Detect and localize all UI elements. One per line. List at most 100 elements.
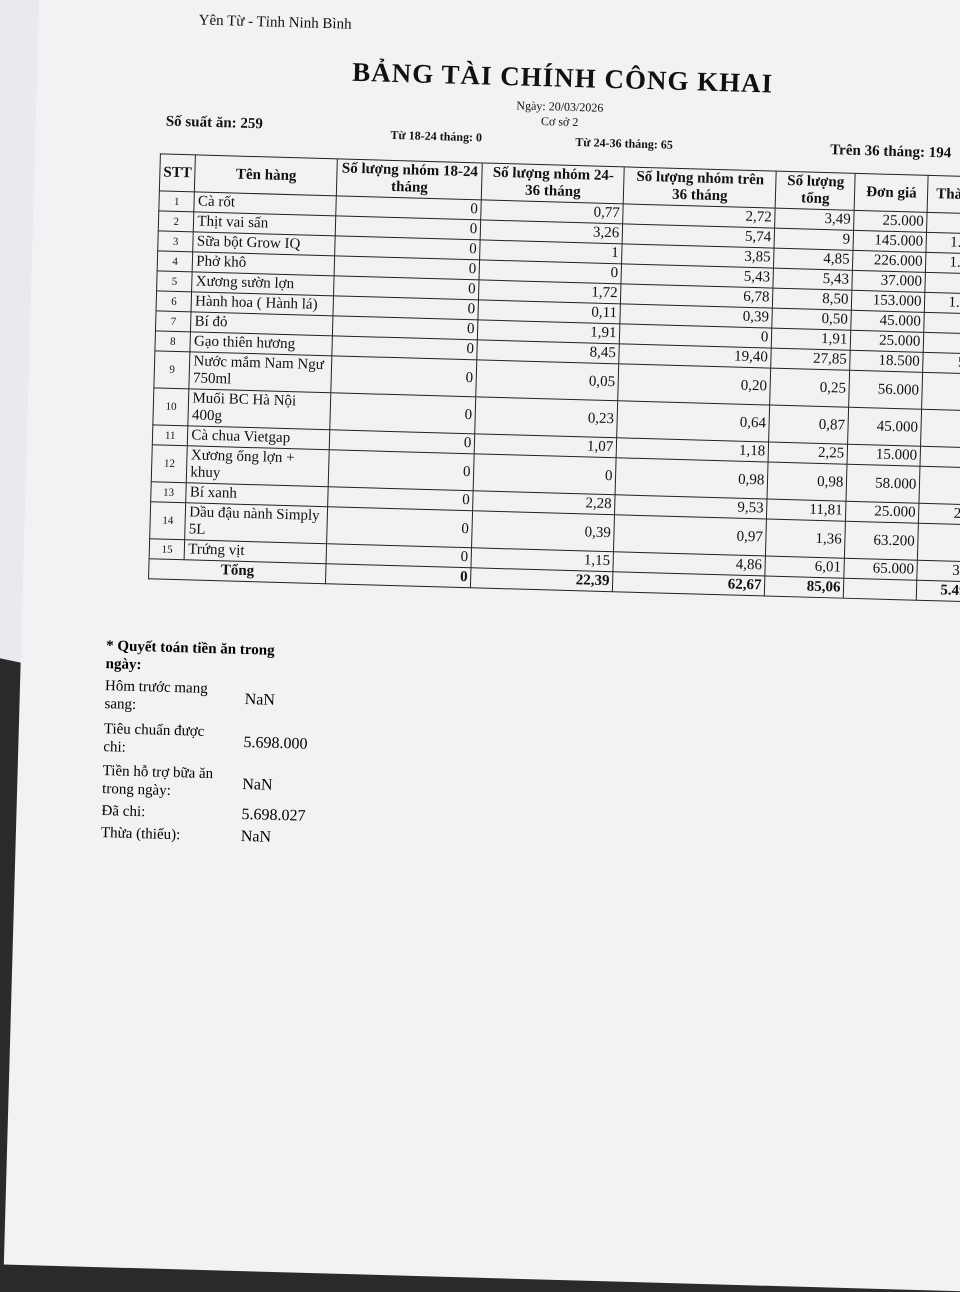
row-number: 12 xyxy=(151,444,188,483)
row-number: 3 xyxy=(157,230,194,252)
column-header: Thành tiền xyxy=(927,175,960,215)
row-number: 8 xyxy=(154,330,191,352)
cell: 25.000 xyxy=(845,501,920,524)
summary-value: 5.698.027 xyxy=(241,805,306,825)
cell: 1.305.000 xyxy=(926,232,960,255)
total-cell: 5.490.827 xyxy=(916,580,960,603)
cell: 4,85 xyxy=(773,248,854,271)
column-header: Số lượng tổng xyxy=(775,171,856,211)
cell: 85.952 xyxy=(917,523,960,563)
cell: 14.000 xyxy=(921,372,960,412)
cell: 0,39 xyxy=(471,510,615,552)
group1: Từ 18-24 tháng: 0 xyxy=(390,127,483,145)
summary-value: NaN xyxy=(242,775,273,794)
summary-value: NaN xyxy=(240,827,272,846)
cell: 56.840 xyxy=(919,466,960,506)
cell: 5,43 xyxy=(773,268,853,291)
cell: 27,85 xyxy=(771,348,851,371)
cell: 63.200 xyxy=(844,521,919,561)
cell: 0 xyxy=(326,506,473,548)
cell: 45.000 xyxy=(847,407,922,447)
column-header: STT xyxy=(159,153,196,192)
cell: 45.000 xyxy=(851,310,925,333)
summary-label: Tiêu chuẩn được chi: xyxy=(103,721,205,756)
cell: 3,49 xyxy=(774,208,855,231)
row-number: 10 xyxy=(152,387,190,426)
cell: 0 xyxy=(330,392,477,434)
cell: 47.750 xyxy=(923,332,960,355)
row-number: 11 xyxy=(152,424,189,446)
row-number: 6 xyxy=(156,290,192,312)
row-number: 9 xyxy=(153,350,191,389)
cell: 0,64 xyxy=(617,400,770,443)
summary-heading: * Quyết toán tiền ăn trong ngày: xyxy=(105,638,275,674)
cell: 37.000 xyxy=(852,270,926,293)
item-name: Muối BC Hà Nội 400g xyxy=(188,388,332,430)
row-number: 15 xyxy=(149,538,186,560)
cell: 25.000 xyxy=(850,330,925,353)
cell: 56.000 xyxy=(848,370,923,410)
column-header: Số lượng nhóm trên 36 tháng xyxy=(623,166,777,209)
row-number: 7 xyxy=(155,310,192,332)
branch: Cơ sở 2 xyxy=(540,114,579,130)
cell: 0,87 xyxy=(768,405,849,445)
summary-label: Tiền hỗ trợ bữa ăn trong ngày: xyxy=(101,763,214,799)
cell: 1,91 xyxy=(771,328,852,351)
finance-table: STT Tên hàng Số lượng nhóm 18-24 tháng Số l… xyxy=(148,153,960,603)
summary-label: Thừa (thiếu): xyxy=(100,825,181,844)
cell: 295.250 xyxy=(918,503,960,526)
total-cell: 62,67 xyxy=(612,571,766,596)
summary-value: NaN xyxy=(244,691,276,709)
cell: 39.150 xyxy=(920,409,960,449)
total-cell: 85,06 xyxy=(764,575,845,599)
cell: 9 xyxy=(774,228,854,251)
cell: 2,25 xyxy=(768,442,848,465)
cell: 200.910 xyxy=(925,272,960,295)
cell: 11,81 xyxy=(766,499,847,522)
cell: 8,50 xyxy=(772,288,853,311)
total-cell: 22,39 xyxy=(470,567,614,592)
date: Ngày: 20/03/2026 xyxy=(516,98,604,115)
paper: Yên Từ - Tỉnh Ninh Bình BẢNG TÀI CHÍNH C… xyxy=(3,0,960,1292)
cell: 6,01 xyxy=(765,555,845,579)
row-number: 1 xyxy=(158,190,195,212)
cell: 0,20 xyxy=(618,363,772,406)
meals: Số suất ăn: 259 xyxy=(165,113,264,133)
total-label: Tổng xyxy=(148,558,327,584)
cell: 0 xyxy=(331,355,478,397)
cell: 226.000 xyxy=(852,250,927,273)
item-name: Nước mắm Nam Ngư 750ml xyxy=(189,351,333,393)
cell: 65.000 xyxy=(844,558,918,581)
cell: 515.225 xyxy=(922,352,960,375)
summary-value: 5.698.000 xyxy=(243,733,308,753)
cell: 0,05 xyxy=(476,359,620,401)
cell: 25.000 xyxy=(853,210,928,233)
cell: 22.500 xyxy=(924,312,960,335)
summary-label: Hôm trước mang sang: xyxy=(104,678,208,713)
column-header: Tên hàng xyxy=(194,154,338,196)
row-number: 5 xyxy=(156,270,193,292)
cell: 0,98 xyxy=(615,457,769,500)
row-number: 2 xyxy=(158,210,195,232)
row-number: 14 xyxy=(149,501,187,540)
cell: 153.000 xyxy=(851,290,926,313)
cell: 0,23 xyxy=(475,396,619,438)
cell: 0,98 xyxy=(767,462,848,502)
cell: 0,50 xyxy=(772,308,852,331)
place: Yên Từ - Tỉnh Ninh Bình xyxy=(198,12,352,33)
cell: 145.000 xyxy=(853,230,927,253)
cell xyxy=(843,578,918,601)
cell: 15.000 xyxy=(847,444,921,467)
cell: 58.000 xyxy=(846,464,921,504)
row-number: 4 xyxy=(157,250,194,272)
cell: 0 xyxy=(473,453,617,495)
item-name: Xương ống lợn + khuy xyxy=(186,445,330,487)
row-number: 13 xyxy=(150,481,187,503)
cell: 0,25 xyxy=(769,368,850,408)
summary-label: Đã chi: xyxy=(101,803,146,821)
group2: Từ 24-36 tháng: 65 xyxy=(575,135,674,152)
item-name: Dầu đậu nành Simply 5L xyxy=(185,502,328,544)
cell: 0,97 xyxy=(613,514,767,556)
cell: 87.250 xyxy=(926,212,960,235)
